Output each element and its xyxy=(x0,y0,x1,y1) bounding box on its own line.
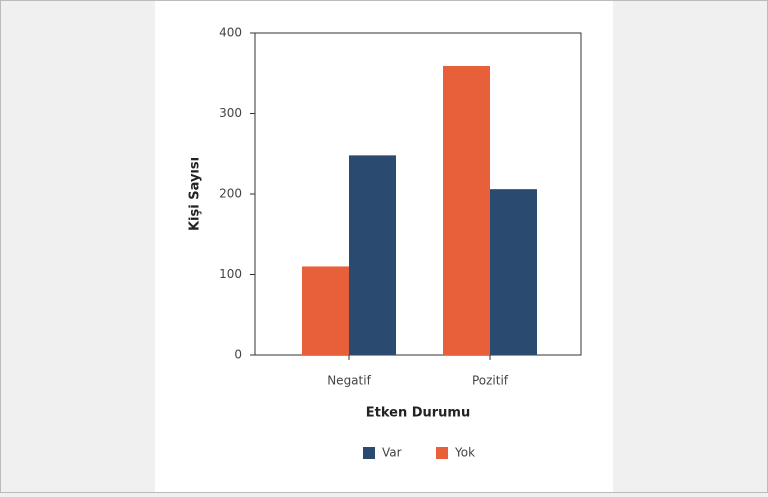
bar xyxy=(302,266,349,355)
x-tick-label: Negatif xyxy=(327,374,371,388)
y-tick-label: 200 xyxy=(219,187,242,201)
bar xyxy=(490,189,537,355)
x-tick-label: Pozitif xyxy=(472,374,509,388)
y-tick-label: 300 xyxy=(219,106,242,120)
legend-swatch xyxy=(436,447,448,459)
x-axis-label: Etken Durumu xyxy=(366,406,471,421)
legend-label: Var xyxy=(382,446,402,460)
y-tick-label: 100 xyxy=(219,267,242,281)
bar xyxy=(349,155,396,355)
legend-swatch xyxy=(363,447,375,459)
y-tick-label: 0 xyxy=(234,348,242,362)
y-tick-label: 400 xyxy=(219,26,242,40)
legend-label: Yok xyxy=(454,446,475,460)
bar xyxy=(443,66,490,355)
y-axis-label: Kişi Sayısı xyxy=(188,157,203,231)
